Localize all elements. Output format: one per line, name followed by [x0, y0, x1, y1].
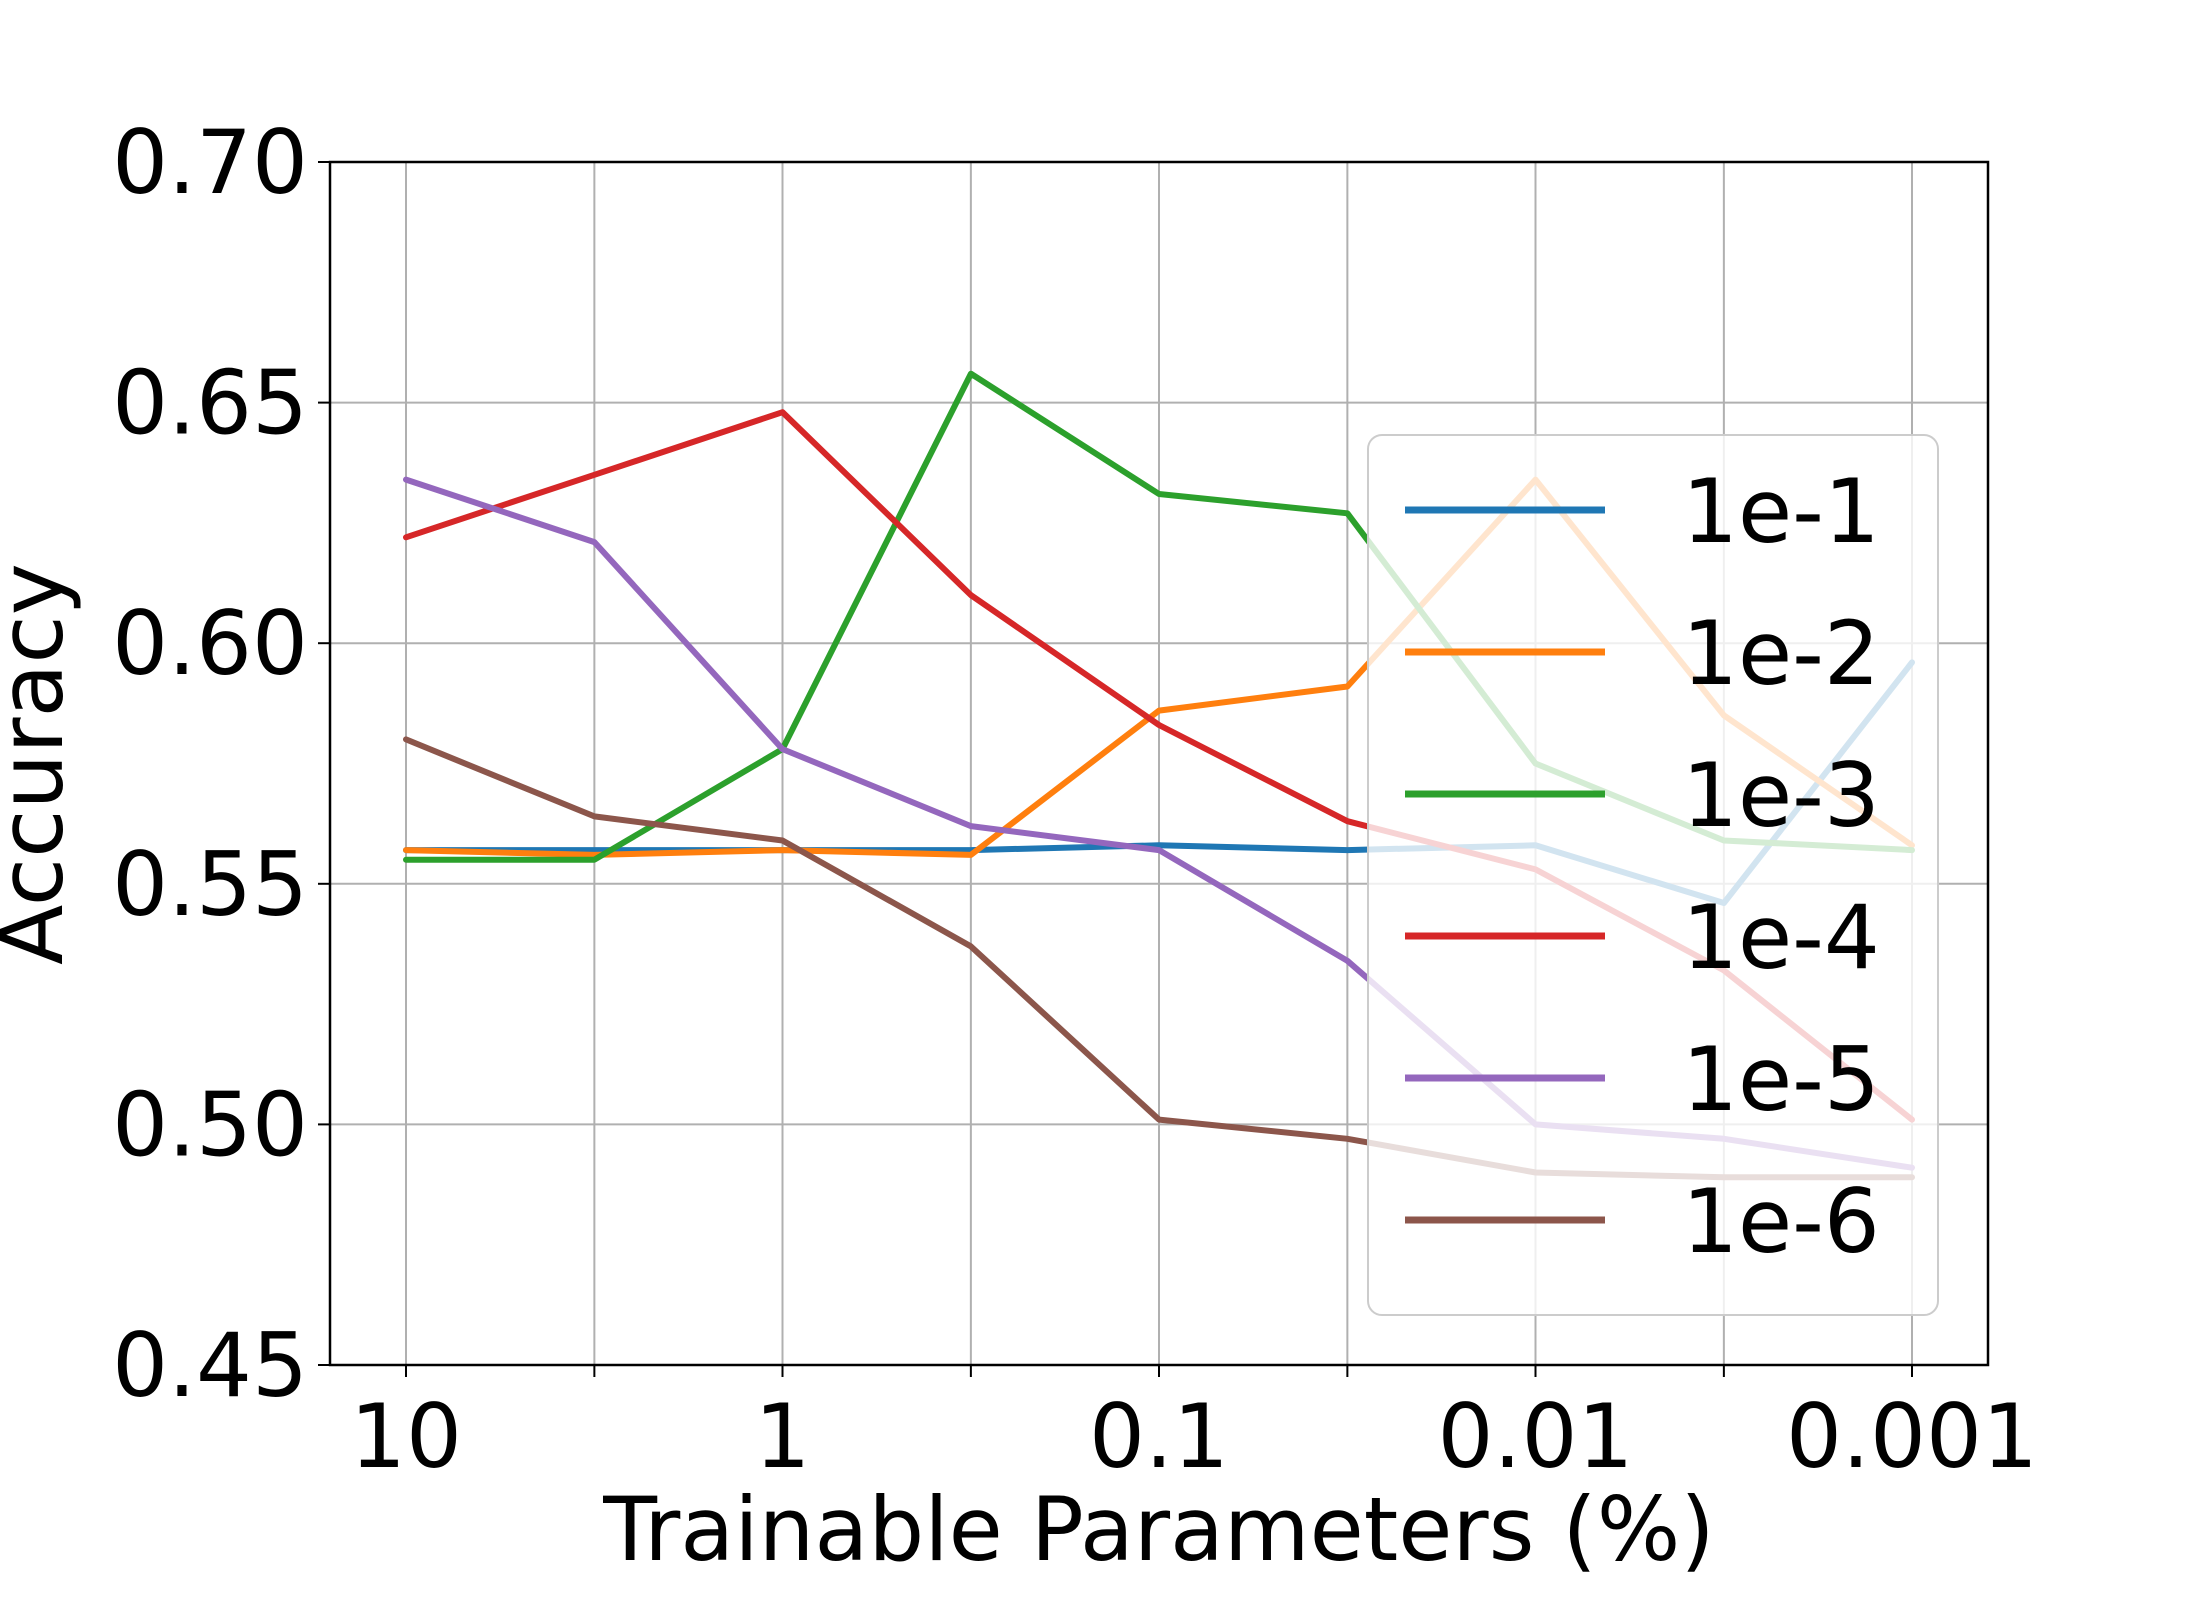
legend-label: 1e-6 — [1682, 1170, 1880, 1273]
x-tick-label: 1 — [755, 1385, 811, 1488]
legend-label: 1e-1 — [1682, 460, 1880, 563]
x-axis-label: Trainable Parameters (%) — [602, 1478, 1714, 1581]
legend-label: 1e-2 — [1682, 602, 1880, 705]
y-tick-label: 0.65 — [112, 352, 308, 455]
legend-label: 1e-5 — [1682, 1028, 1880, 1131]
y-tick-label: 0.70 — [112, 111, 308, 214]
y-tick-label: 0.60 — [112, 592, 308, 695]
y-axis-ticks: 0.45 0.50 0.55 0.60 0.65 0.70 — [112, 111, 330, 1417]
x-tick-label: 10 — [350, 1385, 462, 1488]
legend: 1e-1 1e-2 1e-3 1e-4 1e-5 1e-6 — [1367, 434, 1939, 1316]
legend-label: 1e-4 — [1682, 886, 1880, 989]
x-tick-label: 0.001 — [1786, 1385, 2038, 1488]
legend-label: 1e-3 — [1682, 744, 1880, 847]
x-axis-ticks: 10 1 0.1 0.01 0.001 — [350, 1365, 2038, 1488]
y-tick-label: 0.45 — [112, 1314, 308, 1417]
x-tick-label: 0.1 — [1089, 1385, 1229, 1488]
y-tick-label: 0.50 — [112, 1073, 308, 1176]
x-tick-label: 0.01 — [1438, 1385, 1634, 1488]
y-axis-label: Accuracy — [0, 563, 83, 965]
legend-items: 1e-1 1e-2 1e-3 1e-4 1e-5 1e-6 — [1405, 460, 1880, 1273]
y-tick-label: 0.55 — [112, 833, 308, 936]
